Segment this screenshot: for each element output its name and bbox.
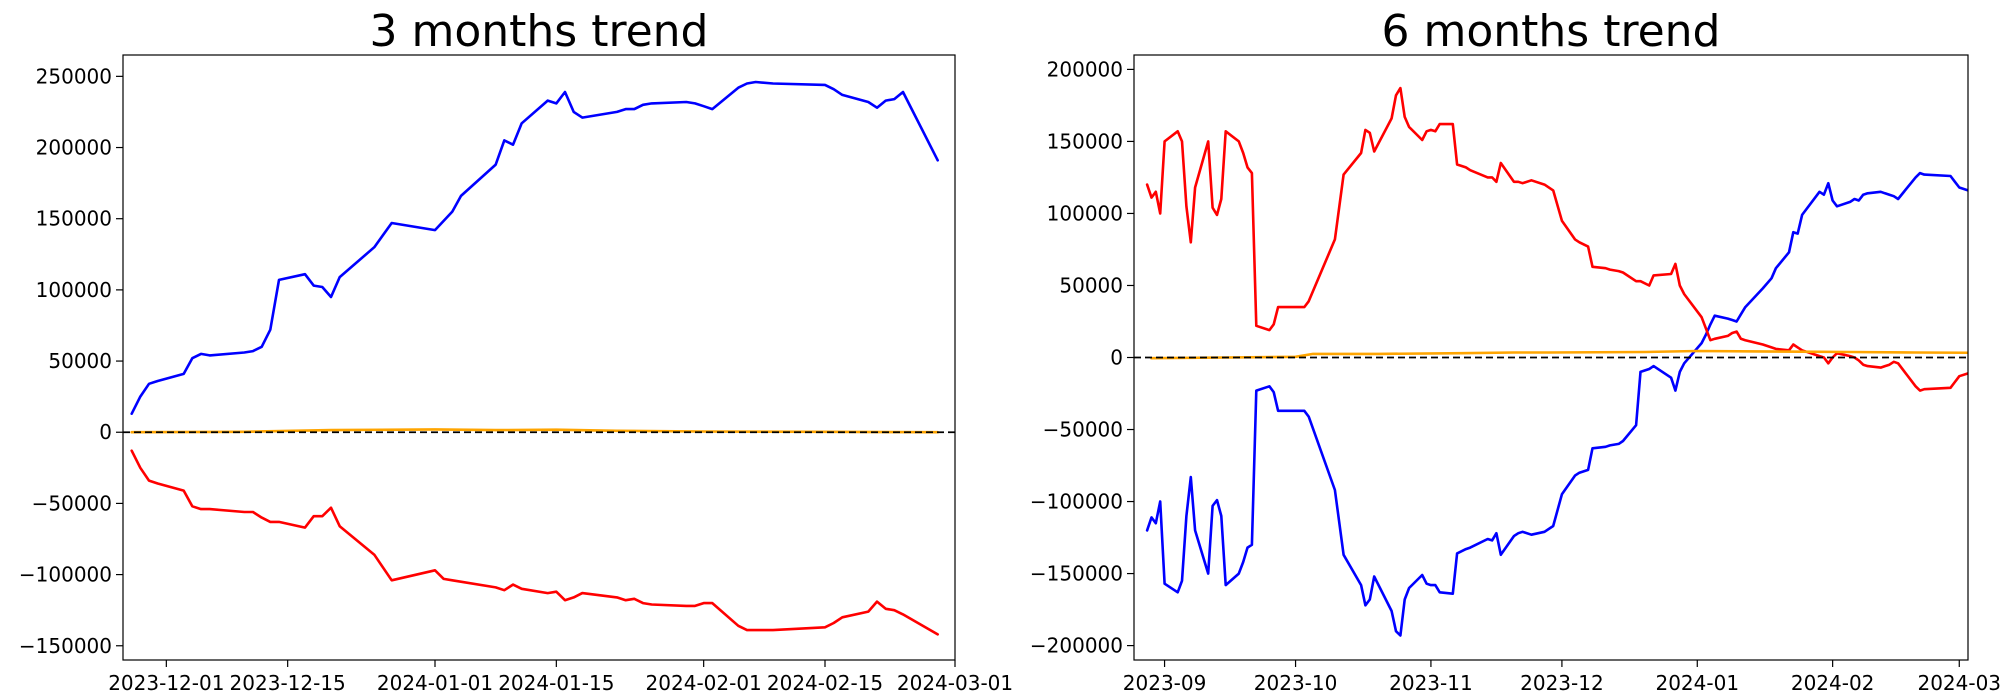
x-tick-label: 2024-02-15: [767, 671, 883, 695]
series-line-2: [130, 449, 939, 636]
y-tick-label: 150000: [1047, 129, 1123, 153]
y-tick-label: 50000: [1059, 273, 1123, 297]
chart-6-months: 6 months trend −200000 −150000 −100000 −500…: [1030, 6, 2000, 695]
series-group: [130, 80, 939, 636]
x-tick-label: 2024-03-01: [897, 671, 1013, 695]
y-tick-label: 100000: [36, 278, 112, 302]
y-tick-label: −150000: [1030, 562, 1123, 586]
x-tick-label: 2023-12: [1520, 671, 1604, 695]
chart-title: 3 months trend: [370, 6, 709, 57]
x-tick-label: 2023-11: [1389, 671, 1473, 695]
y-tick-label: −200000: [1030, 634, 1123, 658]
x-tick-label: 2024-01-15: [498, 671, 614, 695]
axes-frame: [122, 54, 956, 661]
x-tick-label: 2023-12-01: [108, 671, 224, 695]
series-group: [1145, 86, 1968, 637]
plot-area: −200000 −150000 −100000 −50000 0 50000 100000 1…: [1030, 54, 2000, 695]
y-tick-label: 50000: [48, 349, 112, 373]
chart-3-months: 3 months trend −150000 −100000 −50000 0 5000…: [19, 6, 1013, 695]
x-tick-label: 2024-01-01: [377, 671, 493, 695]
x-tick-label: 2023-09: [1123, 671, 1207, 695]
x-tick-label: 2024-03: [1917, 671, 2000, 695]
series-line-1: [1145, 171, 1968, 637]
plot-area: −150000 −100000 −50000 0 50000 100000 150000 20…: [19, 54, 1013, 695]
y-tick-label: 0: [1110, 346, 1123, 370]
y-tick-label: −100000: [19, 563, 112, 587]
y-tick-label: 0: [99, 420, 112, 444]
y-tick-label: −50000: [1043, 418, 1123, 442]
y-tick-label: −50000: [32, 491, 112, 515]
series-line-1: [130, 80, 939, 415]
x-tick-label: 2023-12-15: [230, 671, 346, 695]
y-tick-label: 150000: [36, 207, 112, 231]
y-tick-label: −100000: [1030, 490, 1123, 514]
y-tick-label: 100000: [1047, 201, 1123, 225]
y-tick-label: 200000: [1047, 57, 1123, 81]
series-line-3: [1150, 349, 1968, 360]
y-tick-label: −150000: [19, 634, 112, 658]
y-tick-label: 200000: [36, 136, 112, 160]
x-tick-label: 2023-10: [1254, 671, 1338, 695]
x-tick-label: 2024-02: [1791, 671, 1875, 695]
series-line-2: [1145, 86, 1968, 392]
chart-title: 6 months trend: [1382, 6, 1721, 57]
x-tick-label: 2024-02-01: [646, 671, 762, 695]
y-tick-label: 250000: [36, 64, 112, 88]
x-tick-label: 2024-01: [1655, 671, 1739, 695]
